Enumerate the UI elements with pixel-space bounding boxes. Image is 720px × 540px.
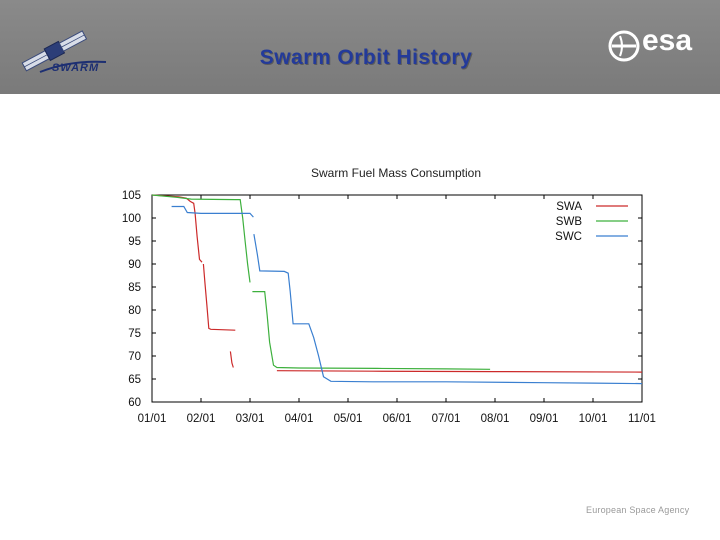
series-line-swc — [171, 205, 254, 218]
y-tick-label: 80 — [128, 305, 141, 317]
y-tick-label: 65 — [128, 374, 141, 386]
series-line-swa — [202, 263, 236, 331]
x-tick-label: 09/01 — [530, 413, 559, 425]
footer-agency-name: European Space Agency — [586, 505, 690, 515]
y-tick-label: 75 — [128, 328, 141, 340]
y-axis: 60 65 70 75 80 85 90 95 100 105 — [122, 190, 642, 409]
x-tick-label: 11/01 — [628, 413, 656, 425]
series-line-swa — [276, 370, 643, 373]
chart-title: Swarm Fuel Mass Consumption — [311, 166, 481, 180]
swarm-satellite-logo — [21, 30, 107, 73]
y-tick-label: 100 — [122, 213, 141, 225]
x-tick-label: 01/01 — [138, 413, 167, 425]
swarm-logo-text: SWARM — [52, 62, 100, 74]
esa-logo-text: esa — [642, 24, 693, 57]
x-tick-label: 10/01 — [579, 413, 608, 425]
y-tick-label: 90 — [128, 259, 141, 271]
esa-logo-emblem — [608, 30, 640, 62]
x-tick-label: 06/01 — [383, 413, 412, 425]
legend-label-swa: SWA — [556, 201, 582, 213]
y-tick-label: 105 — [122, 190, 141, 202]
legend: SWA SWB SWC — [555, 201, 628, 243]
y-tick-label: 85 — [128, 282, 141, 294]
legend-label-swb: SWB — [556, 216, 583, 228]
header-bar: SWARM Swarm Orbit History esa — [0, 0, 720, 94]
series-line-swb — [151, 194, 251, 283]
series-lines — [151, 194, 643, 385]
series-line-swa — [229, 351, 234, 368]
x-axis: 01/01 02/01 03/01 04/01 05/01 06/01 07/01 08/01… — [138, 195, 656, 425]
plot-frame — [151, 194, 643, 403]
page-title: Swarm Orbit History — [259, 46, 473, 69]
legend-label-swc: SWC — [555, 231, 582, 243]
x-tick-label: 07/01 — [432, 413, 461, 425]
x-tick-label: 02/01 — [187, 413, 216, 425]
series-line-swc — [253, 233, 643, 385]
x-tick-label: 03/01 — [236, 413, 265, 425]
x-tick-label: 05/01 — [334, 413, 363, 425]
y-tick-label: 60 — [128, 397, 141, 409]
x-tick-label: 08/01 — [481, 413, 510, 425]
y-tick-label: 95 — [128, 236, 141, 248]
series-line-swb — [252, 291, 491, 370]
x-tick-label: 04/01 — [285, 413, 314, 425]
y-tick-label: 70 — [128, 351, 141, 363]
